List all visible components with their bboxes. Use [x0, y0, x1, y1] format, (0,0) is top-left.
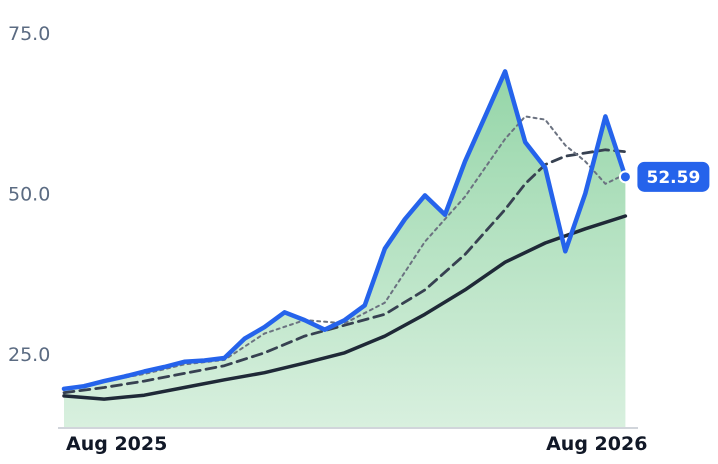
- series-line-price: [61, 69, 628, 392]
- y-axis-ticks: 25.0 50.0 75.0: [8, 23, 50, 366]
- price-area-fill: [64, 71, 626, 429]
- series-line-slow-average: [62, 214, 628, 401]
- last-value-dot: [618, 170, 632, 184]
- x-axis-ticks: Aug 2025 Aug 2026: [66, 433, 647, 455]
- last-value-label: 52.59: [647, 168, 701, 188]
- y-tick-label: 50.0: [8, 183, 50, 205]
- y-tick-label: 25.0: [8, 344, 50, 366]
- last-value-badge: [637, 161, 710, 192]
- price-area: [64, 71, 626, 429]
- series-lines: [61, 69, 628, 401]
- last-value-marker: 52.59: [618, 161, 710, 192]
- x-tick-label: Aug 2026: [546, 433, 647, 455]
- series-line-fast-average: [63, 115, 627, 390]
- y-tick-label: 75.0: [8, 23, 50, 45]
- x-tick-label: Aug 2025: [66, 433, 167, 455]
- series-line-medium-average: [62, 148, 627, 395]
